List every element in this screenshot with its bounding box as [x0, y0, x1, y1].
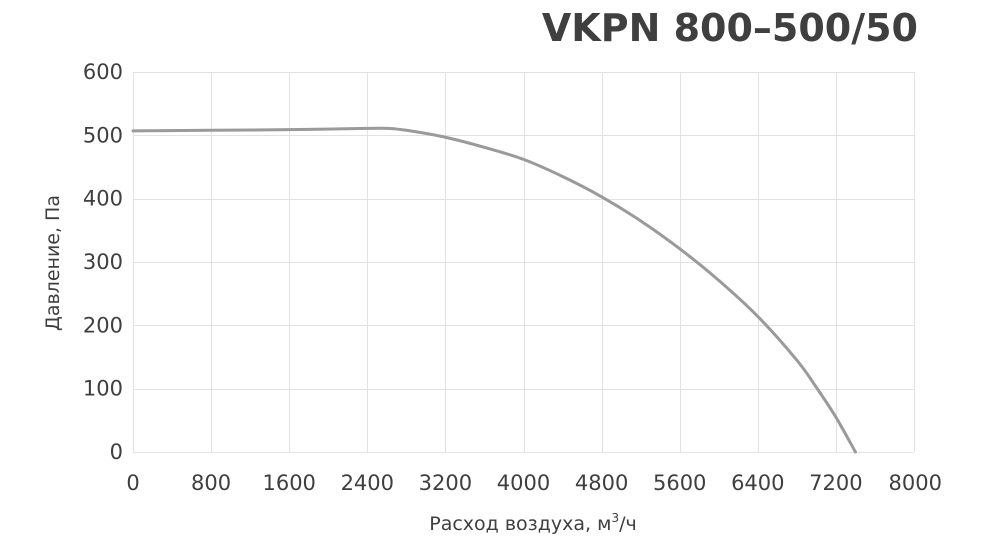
x-tick-label: 4800 [575, 471, 628, 495]
y-tick-label: 0 [110, 440, 123, 464]
x-tick-label: 0 [126, 471, 139, 495]
series-line-0 [131, 126, 857, 454]
x-tick-label: 800 [191, 471, 231, 495]
y-tick-label: 500 [83, 123, 123, 147]
x-tick-label: 5600 [653, 471, 706, 495]
x-tick-label: 8000 [889, 471, 942, 495]
chart-title: VKPN 800–500/50 [542, 6, 918, 50]
y-tick-label: 100 [83, 377, 123, 401]
y-axis-label: Давление, Па [42, 195, 64, 331]
y-tick-label: 600 [83, 60, 123, 84]
y-axis-ticks: 0 100 200 300 400 500 600 [83, 60, 123, 464]
x-axis-label: Расход воздуха, м3/ч [429, 511, 636, 535]
x-axis-label-superscript: 3 [611, 511, 619, 525]
x-axis-label-tail: /ч [619, 513, 637, 535]
y-tick-label: 400 [83, 187, 123, 211]
series [131, 126, 857, 454]
y-tick-label: 300 [83, 250, 123, 274]
x-axis-label-main: Расход воздуха, м [429, 513, 611, 535]
x-tick-label: 4000 [497, 471, 550, 495]
grid [133, 72, 915, 453]
x-tick-label: 7200 [809, 471, 862, 495]
x-tick-label: 6400 [731, 471, 784, 495]
y-tick-label: 200 [83, 313, 123, 337]
x-tick-label: 3200 [419, 471, 472, 495]
x-tick-label: 1600 [262, 471, 315, 495]
x-tick-label: 2400 [341, 471, 394, 495]
x-axis-ticks: 0 800 1600 2400 3200 4000 4800 5600 6400 7200 8000 [126, 471, 942, 495]
